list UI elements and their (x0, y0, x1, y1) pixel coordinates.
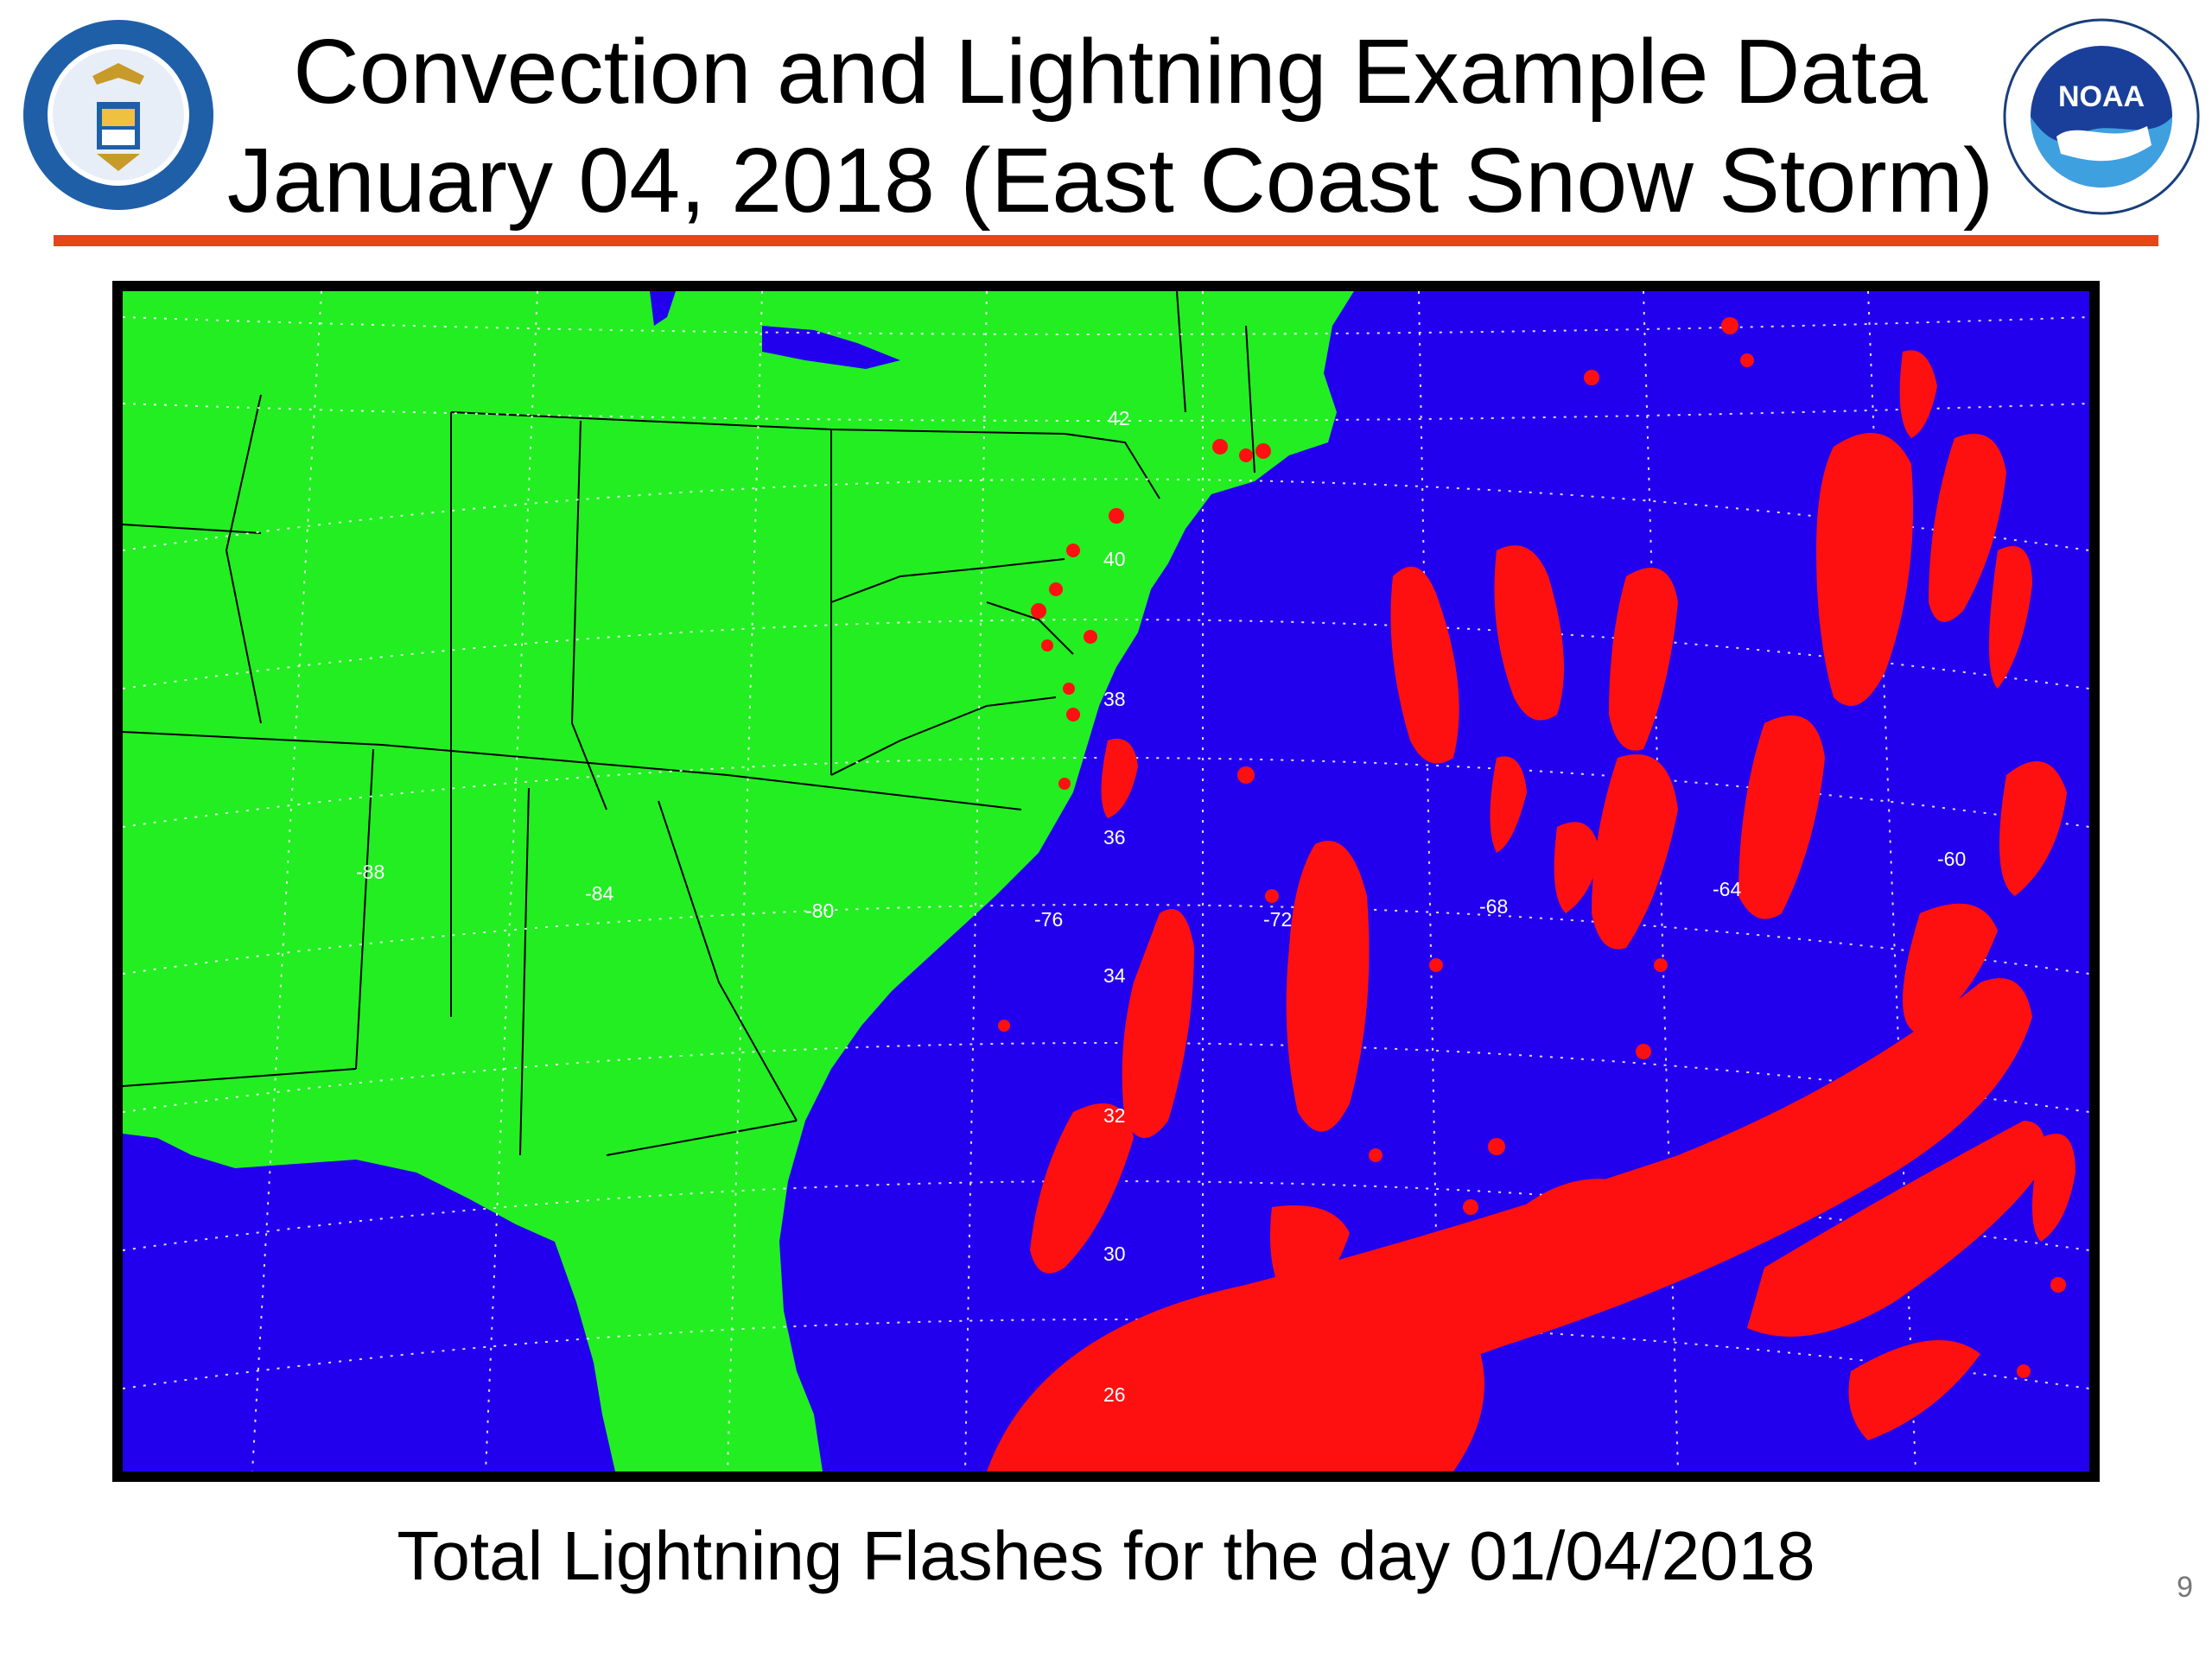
lon-label: -88 (356, 861, 385, 883)
lon-label: -68 (1479, 895, 1508, 918)
land (123, 291, 1354, 1471)
lat-label: 36 (1103, 826, 1126, 849)
title-line-1: Convection and Lightning Example Data (293, 21, 1928, 123)
latitude-labels: 42 40 38 36 34 32 30 26 (1103, 407, 1130, 1406)
lon-label: -72 (1263, 908, 1292, 931)
longitude-labels: -88 -84 -80 -76 -72 -68 -64 -60 (356, 848, 1966, 931)
page-number: 9 (2177, 1571, 2193, 1604)
lon-label: -76 (1034, 908, 1063, 931)
lat-label: 34 (1103, 964, 1126, 987)
title-line-2: January 04, 2018 (East Coast Snow Storm) (226, 130, 1994, 232)
title-divider (54, 235, 2158, 246)
lat-label: 32 (1103, 1104, 1126, 1127)
map-caption: Total Lightning Flashes for the day 01/0… (397, 1517, 1815, 1594)
lon-label: -60 (1937, 848, 1966, 870)
lightning-flashes (987, 317, 2075, 1471)
lat-label: 30 (1103, 1243, 1126, 1265)
lat-label: 38 (1103, 688, 1126, 710)
lon-label: -80 (805, 899, 834, 922)
lat-label: 42 (1108, 407, 1130, 429)
page-title: Convection and Lightning Example Data Ja… (199, 17, 2022, 235)
department-of-commerce-seal-icon (19, 16, 218, 214)
lat-label: 26 (1103, 1383, 1126, 1406)
noaa-badge: NOAA (2058, 80, 2145, 113)
lat-label: 40 (1103, 548, 1126, 570)
lon-label: -84 (585, 882, 613, 905)
noaa-logo-icon: NOAA (2000, 16, 2203, 219)
lightning-map: 42 40 38 36 34 32 30 26 -88 -84 -80 -76 … (112, 281, 2100, 1482)
lon-label: -64 (1713, 878, 1741, 900)
state-borders (123, 291, 1255, 1156)
